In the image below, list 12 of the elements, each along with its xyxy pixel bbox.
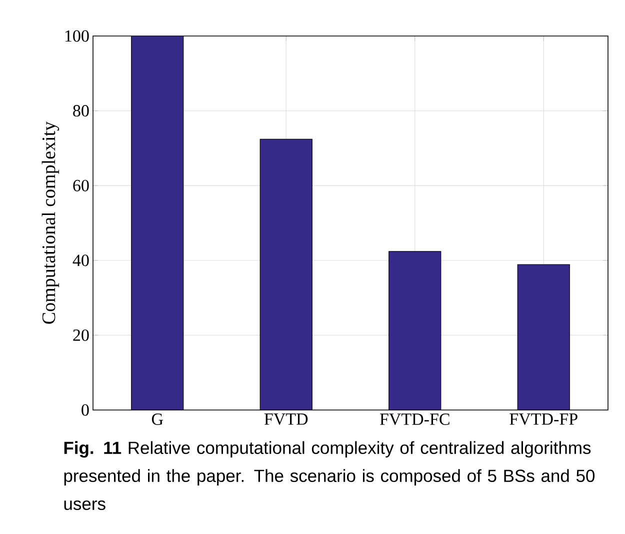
y-tick-label: 40 [72, 254, 89, 266]
y-tick-label: 0 [82, 404, 89, 416]
text: Fig. 11 Relative computational complexity of centralized algorithms presented in the paper. The scenario is composed of 5 BSs and 50 users [64, 441, 595, 510]
x-tick-label: FVTD-FP [510, 414, 578, 425]
x-tick-label: FVTD-FC [380, 414, 450, 426]
y-tick-label: 60 [73, 180, 89, 192]
x-tick-label: FVTD [264, 414, 308, 425]
y-tick-label: 80 [73, 105, 89, 117]
y-tick-label: 100 [65, 30, 89, 42]
y-axis-title: Computational complexity [42, 121, 60, 324]
x-tick-label: G [152, 414, 163, 425]
y-tick-label: 20 [73, 329, 89, 341]
